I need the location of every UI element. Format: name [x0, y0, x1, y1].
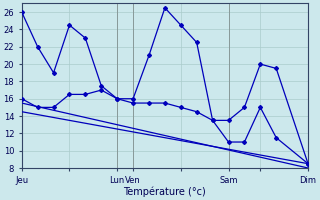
X-axis label: Température (°c): Température (°c)	[124, 186, 206, 197]
